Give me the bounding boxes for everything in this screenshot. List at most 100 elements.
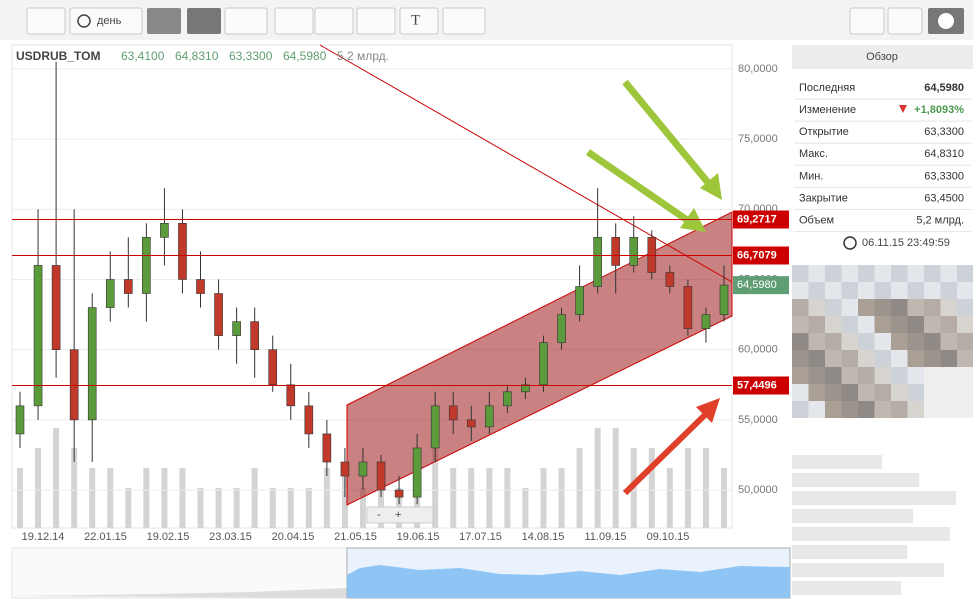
blur-cell bbox=[825, 299, 842, 316]
low-value: 63,3300 bbox=[229, 49, 273, 63]
crosshair-button[interactable] bbox=[147, 8, 181, 34]
panel-row-label: Последняя bbox=[799, 82, 855, 94]
indicators-button[interactable] bbox=[224, 7, 268, 35]
panel-row-label: Открытие bbox=[799, 126, 849, 138]
blur-cell bbox=[841, 350, 858, 367]
x-tick-label: 23.03.15 bbox=[209, 531, 252, 543]
panel-row-label: Объем bbox=[799, 215, 834, 227]
blur-cell bbox=[792, 316, 809, 333]
blur-cell bbox=[825, 282, 842, 299]
blur-cell bbox=[874, 401, 891, 418]
candle-body bbox=[647, 237, 657, 273]
blur-cell bbox=[907, 316, 924, 333]
panel-header bbox=[792, 45, 973, 69]
blur-cell bbox=[841, 316, 858, 333]
blur-cell bbox=[874, 333, 891, 350]
blur-cell bbox=[891, 401, 908, 418]
zoom-in[interactable]: + bbox=[395, 509, 401, 521]
blur-cell bbox=[792, 473, 919, 487]
snapshot-button[interactable] bbox=[849, 7, 885, 35]
navigator-history bbox=[12, 588, 347, 598]
candle-body bbox=[412, 447, 422, 498]
layout-button[interactable] bbox=[187, 8, 221, 34]
candle-body bbox=[575, 286, 584, 315]
volume-bar bbox=[468, 468, 475, 528]
trend-line bbox=[319, 44, 733, 283]
zoom-out[interactable]: - bbox=[377, 509, 381, 521]
fib-tool[interactable] bbox=[356, 7, 396, 35]
volume-bar bbox=[197, 488, 204, 528]
blur-cell bbox=[858, 384, 875, 401]
blur-cell bbox=[825, 401, 842, 418]
x-tick-label: 20.04.15 bbox=[272, 531, 315, 543]
candle-body bbox=[557, 314, 566, 343]
fullscreen-button[interactable] bbox=[887, 7, 923, 35]
blur-cell bbox=[858, 333, 875, 350]
blur-cell bbox=[792, 367, 809, 384]
level-tag bbox=[733, 210, 789, 229]
candle-body bbox=[322, 433, 332, 463]
blur-cell bbox=[957, 367, 973, 384]
blur-cell bbox=[940, 265, 957, 282]
candle-body bbox=[196, 279, 205, 294]
volume-bar bbox=[161, 468, 168, 528]
volume-bar bbox=[558, 468, 565, 528]
candle-body bbox=[69, 349, 79, 421]
volume-bar bbox=[305, 488, 312, 528]
blur-cell bbox=[808, 367, 825, 384]
panel-row-value: 64,8310 bbox=[924, 148, 964, 160]
blur-cell bbox=[940, 384, 957, 401]
y-tick-label: 55,0000 bbox=[738, 414, 778, 426]
blur-cell bbox=[874, 265, 891, 282]
blur-cell bbox=[792, 282, 809, 299]
blur-cell bbox=[891, 350, 908, 367]
candle-body bbox=[448, 405, 458, 421]
volume-bar bbox=[648, 448, 655, 528]
text-tool[interactable] bbox=[399, 7, 439, 35]
candle-body bbox=[33, 265, 43, 407]
shape-tool[interactable] bbox=[314, 7, 354, 35]
blur-cell bbox=[907, 299, 924, 316]
blur-cell bbox=[808, 316, 825, 333]
candle-body bbox=[719, 284, 729, 315]
x-tick-label: 22.01.15 bbox=[84, 531, 127, 543]
blur-cell bbox=[957, 350, 973, 367]
line-tool[interactable] bbox=[274, 7, 314, 35]
candle-body bbox=[51, 265, 61, 350]
blur-cell bbox=[891, 265, 908, 282]
candle-body bbox=[340, 461, 350, 477]
chart-type-button[interactable] bbox=[26, 7, 66, 35]
blur-cell bbox=[891, 384, 908, 401]
panel-row-label: Макс. bbox=[799, 148, 828, 160]
period-button[interactable] bbox=[69, 7, 143, 35]
blur-cell bbox=[808, 333, 825, 350]
text-tool-label: T bbox=[411, 12, 420, 28]
blur-cell bbox=[924, 333, 941, 350]
high-value: 64,8310 bbox=[175, 49, 219, 63]
volume-bar bbox=[522, 488, 529, 528]
volume-bar bbox=[215, 488, 222, 528]
blur-cell bbox=[825, 350, 842, 367]
blur-cell bbox=[792, 455, 882, 469]
blur-cell bbox=[957, 265, 973, 282]
volume-bar bbox=[71, 448, 78, 528]
blur-cell bbox=[792, 265, 809, 282]
volume-bar bbox=[35, 448, 42, 528]
candle-body bbox=[232, 321, 241, 336]
blur-cell bbox=[841, 282, 858, 299]
panel-row-label: Изменение bbox=[799, 104, 856, 116]
blur-cell bbox=[957, 401, 973, 418]
candle-body bbox=[466, 419, 476, 428]
blur-cell bbox=[924, 282, 941, 299]
blur-cell bbox=[874, 282, 891, 299]
red-arrow-head bbox=[696, 398, 720, 423]
candle-body bbox=[629, 237, 639, 266]
blur-cell bbox=[924, 265, 941, 282]
blur-cell bbox=[940, 350, 957, 367]
candle-body bbox=[304, 405, 314, 435]
last-price-label: 64,5980 bbox=[737, 279, 777, 291]
image-tool[interactable] bbox=[442, 7, 486, 35]
blur-cell bbox=[808, 401, 825, 418]
blur-cell bbox=[792, 299, 809, 316]
